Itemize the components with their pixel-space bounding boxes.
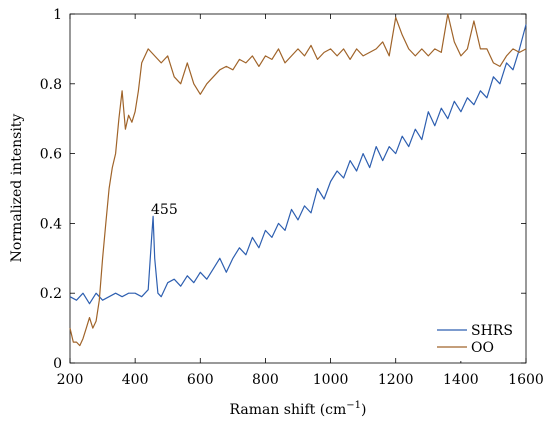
y-axis-ticks: 0 0.2 0.4 0.6 0.8 1 — [40, 7, 526, 372]
y-tick-label: 0.8 — [40, 77, 62, 93]
y-tick-label: 1 — [53, 7, 62, 23]
series-line-oo — [69, 13, 527, 347]
x-axis-title-superscript: −1 — [346, 400, 361, 411]
y-tick-label: 0 — [53, 356, 62, 372]
x-tick-label: 1000 — [313, 372, 349, 388]
y-tick-label: 0.4 — [40, 216, 62, 232]
x-tick-label: 800 — [252, 372, 279, 388]
x-tick-label: 1600 — [508, 372, 544, 388]
x-tick-label: 1200 — [378, 372, 414, 388]
legend-label-oo: OO — [471, 340, 494, 356]
plot-area — [69, 13, 527, 364]
x-tick-label: 400 — [122, 372, 149, 388]
x-axis-title-close: ) — [361, 402, 366, 418]
series-line-shrs — [69, 24, 527, 305]
x-tick-label: 200 — [57, 372, 84, 388]
annotation-455: 455 — [151, 202, 178, 218]
y-axis-title: Normalized intensity — [9, 114, 25, 263]
x-axis-title: Raman shift (cm−1) — [229, 400, 366, 418]
y-tick-label: 0.2 — [40, 286, 62, 302]
y-tick-label: 0.6 — [40, 147, 62, 163]
x-tick-label: 600 — [187, 372, 214, 388]
legend-label-shrs: SHRS — [471, 323, 513, 339]
series-lines — [69, 13, 527, 347]
x-axis-title-main: Raman shift (cm — [229, 402, 346, 418]
x-tick-label: 1400 — [443, 372, 479, 388]
legend-box — [433, 318, 524, 361]
legend: SHRS OO — [433, 318, 524, 361]
